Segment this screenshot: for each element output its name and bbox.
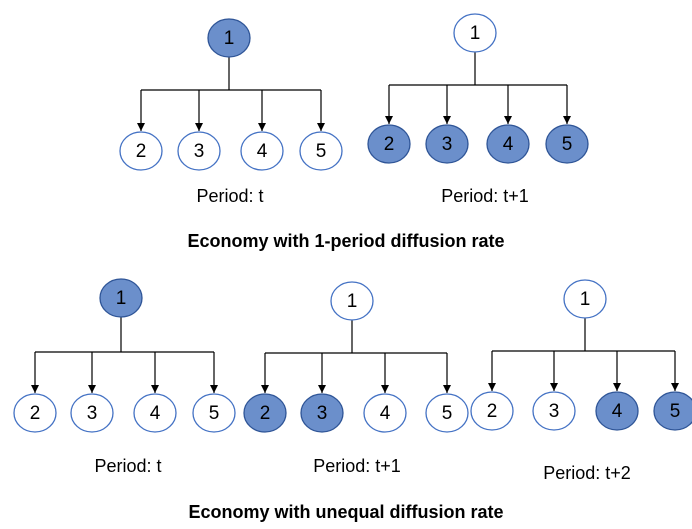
node-label: 1 <box>580 289 591 310</box>
node <box>240 131 284 171</box>
node-label: 3 <box>317 403 328 424</box>
node-label: 1 <box>347 291 358 312</box>
node <box>177 131 221 171</box>
node-label: 2 <box>384 134 395 155</box>
node <box>486 124 530 164</box>
node <box>330 281 374 321</box>
node-label: 5 <box>562 134 573 155</box>
node-label: 1 <box>224 28 235 49</box>
node-label: 2 <box>30 403 41 424</box>
node <box>99 278 143 318</box>
node-label: 5 <box>209 403 220 424</box>
node <box>532 391 576 431</box>
node-label: 2 <box>136 141 147 162</box>
node-label: 1 <box>116 288 127 309</box>
node <box>595 391 639 431</box>
node <box>653 391 692 431</box>
node <box>425 393 469 433</box>
node-label: 4 <box>150 403 161 424</box>
node-label: 2 <box>260 403 271 424</box>
node-label: 3 <box>194 141 205 162</box>
node <box>70 393 114 433</box>
period-label: Period: t+1 <box>313 456 401 476</box>
panel-title: Economy with unequal diffusion rate <box>188 502 503 522</box>
node-label: 2 <box>487 401 498 422</box>
node <box>119 131 163 171</box>
node-label: 3 <box>87 403 98 424</box>
node-label: 5 <box>442 403 453 424</box>
panel-title: Economy with 1-period diffusion rate <box>187 231 504 251</box>
period-label: Period: t+1 <box>441 186 529 206</box>
period-label: Period: t <box>196 186 263 206</box>
node <box>453 13 497 53</box>
node-label: 5 <box>670 401 681 422</box>
node-label: 3 <box>549 401 560 422</box>
node <box>300 393 344 433</box>
node-label: 4 <box>612 401 623 422</box>
node <box>425 124 469 164</box>
node <box>470 391 514 431</box>
node <box>13 393 57 433</box>
node-label: 4 <box>503 134 514 155</box>
node <box>299 131 343 171</box>
node-label: 4 <box>380 403 391 424</box>
node-label: 1 <box>470 23 481 44</box>
node-label: 4 <box>257 141 268 162</box>
period-label: Period: t+2 <box>543 463 631 483</box>
node <box>133 393 177 433</box>
node-label: 3 <box>442 134 453 155</box>
period-label: Period: t <box>94 456 161 476</box>
node <box>192 393 236 433</box>
node <box>545 124 589 164</box>
node <box>367 124 411 164</box>
node <box>207 18 251 58</box>
node <box>363 393 407 433</box>
node-label: 5 <box>316 141 327 162</box>
node <box>243 393 287 433</box>
node <box>563 279 607 319</box>
